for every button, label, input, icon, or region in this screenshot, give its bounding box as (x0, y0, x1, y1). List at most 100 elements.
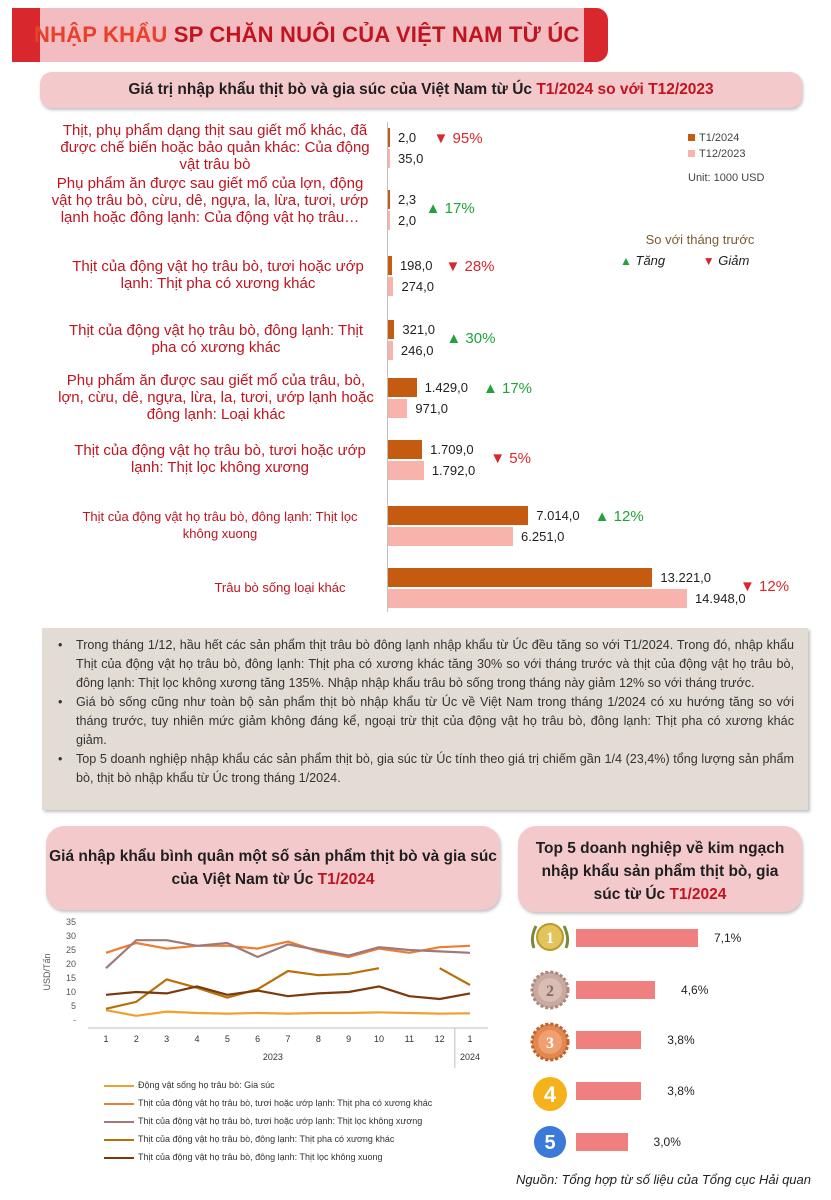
change-indicator: ▲ 12% (594, 508, 644, 525)
top5-header: Top 5 doanh nghiệp về kim ngạch nhập khẩ… (518, 826, 802, 912)
x-tick-label: 1 (103, 1034, 108, 1044)
unit-label: Unit: 1000 USD (688, 172, 765, 184)
bar-t12-2023 (388, 341, 393, 360)
gold-medal-icon: 1 (530, 923, 570, 951)
bar-t1-2024 (388, 378, 417, 397)
rank-value-label: 3,8% (667, 1084, 695, 1098)
bar-value-label: 274,0 (401, 279, 435, 294)
change-indicator: ▲ 17% (425, 200, 475, 217)
bar-value-label: 1.429,0 (424, 380, 468, 395)
note-text: Trong tháng 1/12, hầu hết các sản phẩm t… (76, 638, 794, 690)
bronze-medal-icon: 3 (530, 1022, 570, 1062)
change-indicator: ▼ 5% (490, 450, 531, 467)
svg-text:3: 3 (546, 1035, 554, 1052)
bar-t1-2024 (388, 506, 529, 525)
svg-text:4: 4 (544, 1082, 557, 1107)
change-indicator: ▼ 95% (433, 130, 483, 147)
y-tick-label: 15 (66, 973, 76, 983)
rank-bar (576, 981, 656, 999)
line-legend-label: Thịt của động vật họ trâu bò, tươi hoặc … (138, 1098, 433, 1108)
x-tick-label: 7 (285, 1034, 290, 1044)
bar-value-label: 1.709,0 (430, 442, 474, 457)
bar-value-label: 35,0 (398, 151, 424, 166)
category-label: Thịt của động vật họ trâu bò, tươi hoặc … (72, 258, 364, 292)
x-tick-label: 9 (346, 1034, 351, 1044)
bar-value-label: 971,0 (415, 401, 448, 416)
category-label: Phụ phẩm ăn được sau giết mổ của lợn, độ… (51, 175, 369, 226)
x-tick-label: 2 (134, 1034, 139, 1044)
x-tick-label: 12 (435, 1034, 445, 1044)
change-legend-up-icon: ▲ (620, 254, 632, 268)
rank-value-label: 7,1% (714, 931, 742, 945)
series-line-1 (105, 940, 471, 959)
rank-bar (576, 1031, 642, 1049)
bar-t12-2023 (388, 277, 394, 296)
line-chart-header-period: T1/2024 (317, 871, 375, 888)
line-legend-label: Động vật sống họ trâu bò: Gia súc (138, 1080, 275, 1090)
change-indicator: ▼ 12% (740, 578, 790, 595)
source-note: Nguồn: Tổng hợp từ số liệu của Tổng cục … (515, 1172, 811, 1187)
import-value-bar-chart: T1/2024 T12/2023 Unit: 1000 USD So với t… (0, 110, 831, 620)
y-tick-label: 5 (71, 1001, 76, 1011)
rank-bar (576, 1133, 628, 1151)
series-line-3 (105, 967, 471, 1010)
rank-value-label: 4,6% (681, 983, 709, 997)
x-group-label: 2024 (460, 1052, 480, 1062)
bar-t12-2023 (388, 399, 408, 418)
page-title-part1: NHẬP KHẨU (34, 22, 168, 47)
bar-value-label: 13.221,0 (660, 570, 712, 585)
bar-value-label: 321,0 (402, 322, 435, 337)
banner-accent-left (12, 8, 40, 62)
y-tick-label: 25 (66, 945, 76, 955)
line-chart-legend: Động vật sống họ trâu bò: Gia súc Thịt c… (0, 1080, 500, 1170)
note-text: Giá bò sống cũng như toàn bộ sản phẩm th… (76, 695, 794, 747)
series-line-4 (105, 985, 471, 1001)
legend-item-t12-2023: T12/2023 (688, 148, 764, 160)
bar-value-label: 198,0 (399, 258, 433, 273)
change-legend-title: So với tháng trước (645, 232, 755, 247)
bar-t1-2024 (388, 256, 392, 275)
svg-text:5: 5 (544, 1132, 555, 1154)
category-label: Thịt của động vật họ trâu bò, tươi hoặc … (74, 442, 366, 476)
svg-text:1: 1 (546, 930, 554, 947)
series-line-0 (105, 1009, 471, 1017)
y-axis-label: USD/Tấn (42, 953, 52, 990)
line-legend-label: Thịt của động vật họ trâu bò, đông lạnh:… (138, 1134, 395, 1144)
line-legend-item-3: Thịt của động vật họ trâu bò, đông lạnh:… (104, 1134, 394, 1144)
bar-chart-header-text: Giá trị nhập khẩu thịt bò và gia súc của… (128, 81, 537, 98)
change-indicator: ▼ 28% (445, 258, 495, 275)
legend-label-t1-2024: T1/2024 (699, 132, 740, 144)
bar-value-label: 2,0 (398, 130, 417, 145)
page-title: NHẬP KHẨU SP CHĂN NUÔI CỦA VIỆT NAM TỪ Ú… (34, 22, 580, 48)
change-legend: So với tháng trước ▲ Tăng ▼ Giảm (620, 232, 780, 268)
note-item: • Top 5 doanh nghiệp nhập khẩu các sản ph… (56, 750, 794, 788)
top5-header-period: T1/2024 (669, 886, 727, 903)
top5-bar-chart: 1 2 3 4 5 7,1% 4,6% 3,8% 3,8% 3,0% (520, 916, 820, 1166)
x-tick-label: 4 (194, 1034, 199, 1044)
y-tick-label: - (73, 1015, 76, 1025)
note-item: • Giá bò sống cũng như toàn bộ sản phẩm t… (56, 693, 794, 750)
category-label: Trâu bò sống loại khác (214, 579, 346, 595)
line-legend-item-2: Thịt của động vật họ trâu bò, tươi hoặc … (104, 1116, 422, 1126)
bar-t12-2023 (388, 527, 514, 546)
bar-t1-2024 (388, 128, 390, 147)
bar-chart-header: Giá trị nhập khẩu thịt bò và gia súc của… (40, 72, 802, 108)
bar-t1-2024 (388, 190, 390, 209)
change-legend-down-label: Giảm (718, 253, 750, 268)
line-chart-header: Giá nhập khẩu bình quân một số sản phẩm … (46, 826, 500, 910)
change-indicator: ▲ 17% (482, 380, 533, 397)
rank-value-label: 3,0% (653, 1135, 681, 1149)
page-title-part2: SP CHĂN NUÔI CỦA VIỆT NAM TỪ ÚC (173, 22, 580, 47)
bar-value-label: 7.014,0 (536, 508, 580, 523)
note-text: Top 5 doanh nghiệp nhập khẩu các sản phẩ… (76, 752, 794, 785)
rank-5-icon: 5 (534, 1126, 566, 1158)
line-legend-item-1: Thịt của động vật họ trâu bò, tươi hoặc … (104, 1098, 432, 1108)
note-item: • Trong tháng 1/12, hầu hết các sản phẩm … (56, 636, 794, 693)
category-label: Thịt của động vật họ trâu bò, đông lạnh:… (82, 509, 358, 541)
y-tick-label: 10 (66, 987, 76, 997)
line-chart-header-text: Giá nhập khẩu bình quân một số sản phẩm … (49, 848, 497, 888)
line-legend-label: Thịt của động vật họ trâu bò, tươi hoặc … (138, 1116, 423, 1126)
bullet: • (58, 638, 63, 652)
legend-item-t1-2024: T1/2024 (688, 132, 764, 144)
x-tick-label: 6 (255, 1034, 260, 1044)
